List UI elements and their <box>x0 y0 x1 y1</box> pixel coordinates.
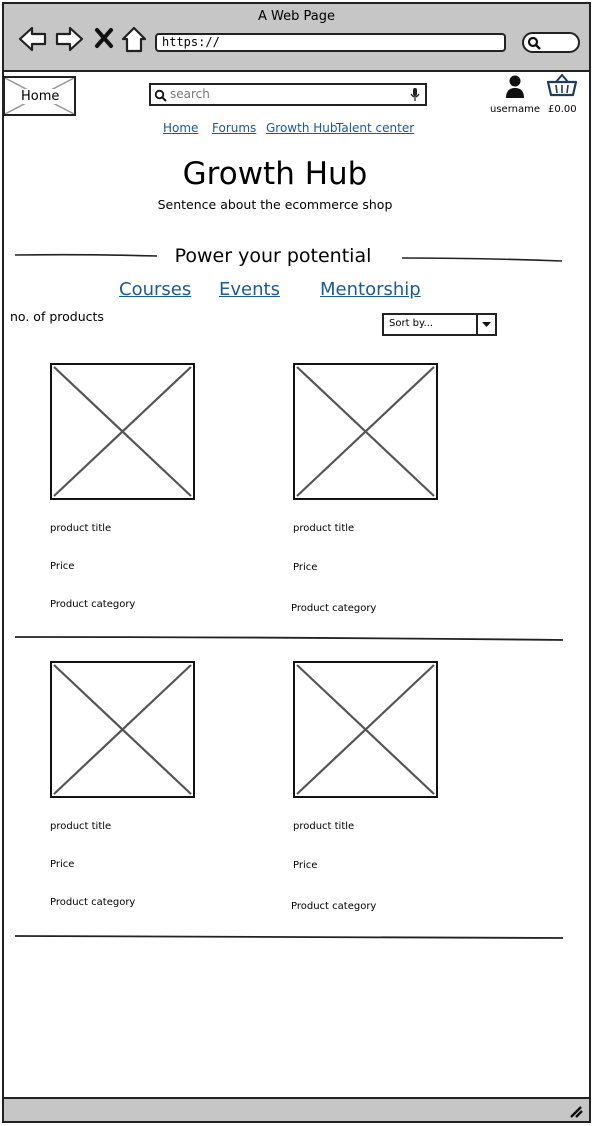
forward-arrow-icon[interactable] <box>54 26 84 52</box>
product-title[interactable]: product title <box>293 523 355 534</box>
user-icon[interactable] <box>505 75 525 99</box>
microphone-icon[interactable] <box>410 88 420 102</box>
product-card[interactable]: product title Price Product category <box>291 661 493 931</box>
username-label[interactable]: username <box>490 104 540 115</box>
sort-select[interactable]: Sort by... <box>382 313 497 336</box>
address-bar[interactable]: https:// <box>155 33 506 52</box>
row-divider <box>14 935 564 939</box>
product-price: Price <box>50 561 75 572</box>
product-title[interactable]: product title <box>50 821 112 832</box>
product-card[interactable]: product title Price Product category <box>50 363 250 633</box>
sort-select-value: Sort by... <box>389 318 434 329</box>
page-title: Growth Hub <box>182 156 368 192</box>
nav-link-forums[interactable]: Forums <box>212 121 257 135</box>
product-title[interactable]: product title <box>50 523 112 534</box>
browser-search-box[interactable] <box>522 32 580 53</box>
product-price: Price <box>50 859 75 870</box>
row-divider <box>14 636 564 641</box>
product-card[interactable]: product title Price Product category <box>291 363 493 633</box>
product-image-placeholder[interactable] <box>50 363 195 500</box>
shopping-basket-icon[interactable] <box>547 74 577 98</box>
home-logo-label: Home <box>21 89 60 104</box>
window-title: A Web Page <box>258 9 335 24</box>
product-card[interactable]: product title Price Product category <box>50 661 250 931</box>
search-icon <box>154 89 167 102</box>
site-search-bar[interactable] <box>149 83 427 106</box>
back-arrow-icon[interactable] <box>18 26 48 52</box>
section-heading: Power your potential <box>174 245 372 267</box>
product-price: Price <box>293 562 318 573</box>
category-link-events[interactable]: Events <box>219 279 280 300</box>
product-image-placeholder[interactable] <box>293 661 438 798</box>
shop-tagline: Sentence about the ecommerce shop <box>157 197 393 212</box>
search-icon <box>527 36 541 50</box>
category-link-mentorship[interactable]: Mentorship <box>320 279 421 300</box>
product-image-placeholder[interactable] <box>50 661 195 798</box>
heading-divider-left <box>14 253 158 257</box>
nav-link-growth-hub[interactable]: Growth Hub <box>266 121 338 135</box>
cart-total[interactable]: £0.00 <box>548 104 577 115</box>
product-price: Price <box>293 860 318 871</box>
category-link-courses[interactable]: Courses <box>119 279 192 300</box>
nav-link-home[interactable]: Home <box>163 121 199 135</box>
home-icon[interactable] <box>121 26 147 54</box>
browser-titlebar: A Web Page https:// <box>2 2 591 72</box>
product-category: Product category <box>50 897 136 908</box>
home-logo[interactable]: Home <box>3 76 76 116</box>
browser-status-bar <box>2 1097 591 1123</box>
nav-link-talent-center[interactable]: Talent center <box>336 121 415 135</box>
product-count: no. of products <box>10 309 104 324</box>
product-image-placeholder[interactable] <box>293 363 438 500</box>
site-search-input[interactable] <box>170 86 400 102</box>
sort-dropdown-button[interactable] <box>476 315 495 334</box>
resize-grip-icon[interactable] <box>569 1105 585 1119</box>
chevron-down-icon <box>482 322 491 327</box>
close-icon[interactable] <box>94 26 114 52</box>
heading-divider-right <box>401 257 563 262</box>
product-title[interactable]: product title <box>293 821 355 832</box>
product-category: Product category <box>291 901 377 912</box>
product-category: Product category <box>291 603 377 614</box>
product-category: Product category <box>50 599 136 610</box>
